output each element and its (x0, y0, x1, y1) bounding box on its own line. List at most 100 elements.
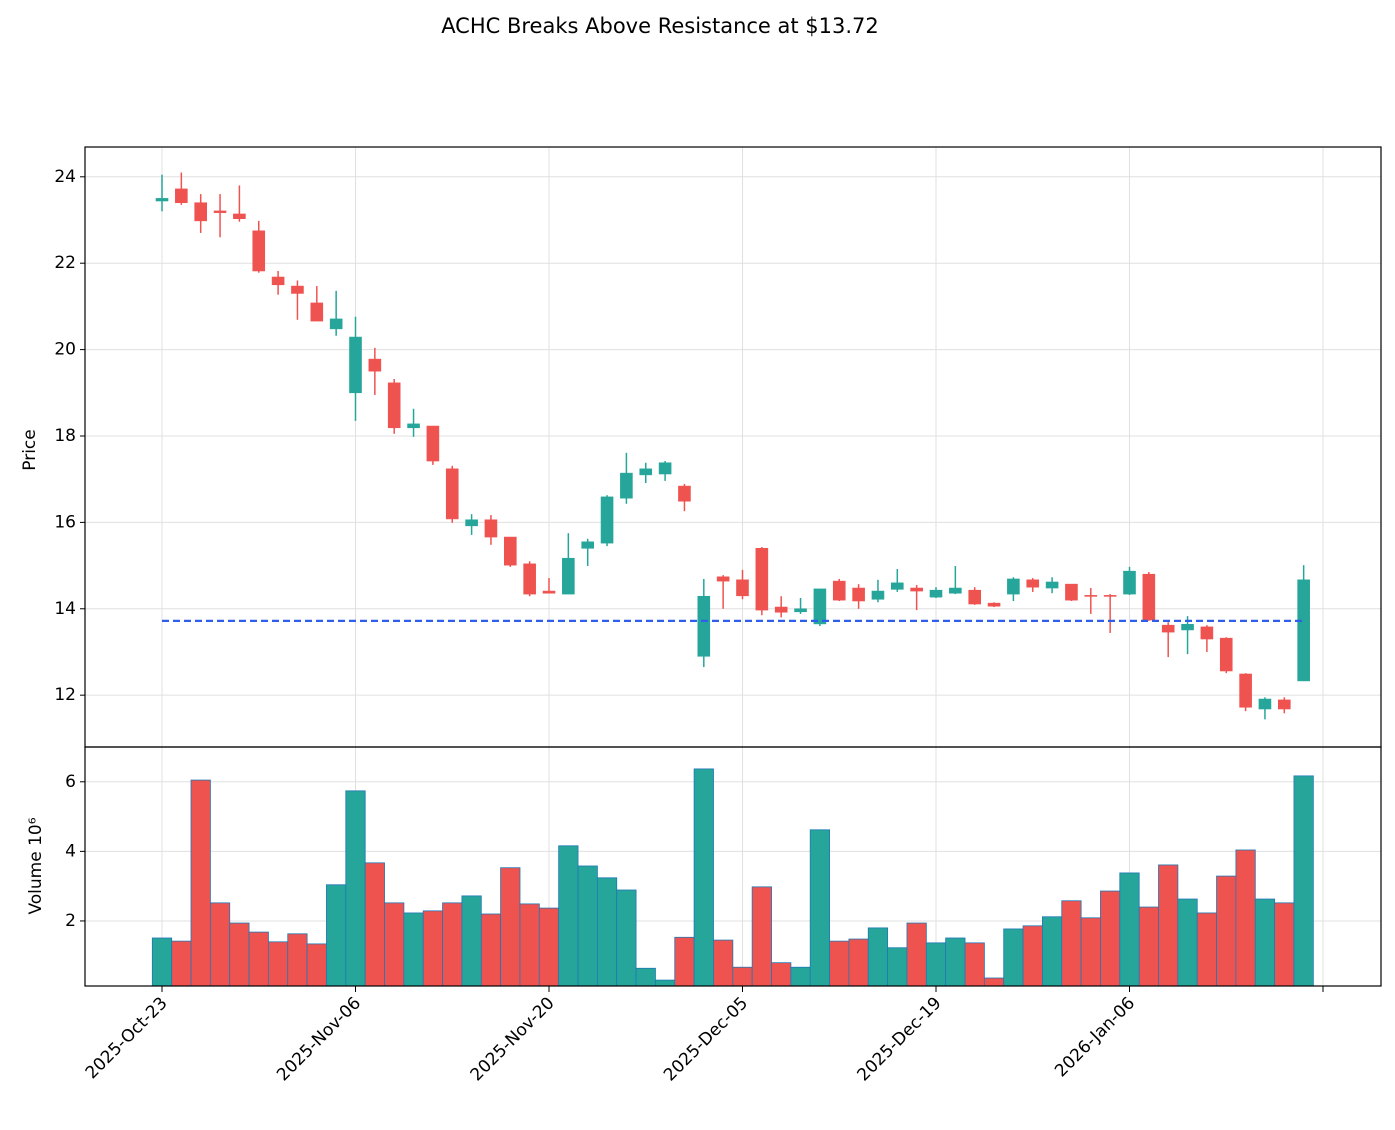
volume-bar (771, 962, 792, 987)
volume-bar (364, 862, 385, 987)
y-tick-label: 6 (65, 772, 76, 792)
volume-bar (906, 922, 927, 987)
candle-body (794, 608, 807, 613)
volume-bar (558, 845, 579, 987)
candle-body (155, 198, 169, 202)
volume-bar (925, 942, 947, 987)
candle-body (542, 590, 556, 594)
volume-bar (1293, 775, 1314, 987)
candle-body (852, 587, 865, 602)
y-tick-label: 2 (65, 911, 76, 931)
volume-bar (480, 913, 502, 987)
candle-body (310, 302, 324, 322)
candle-body (1123, 570, 1136, 595)
candle-body (503, 536, 517, 566)
volume-bar (964, 942, 985, 987)
candle-body (1181, 624, 1194, 631)
candle-body (639, 468, 653, 476)
candle-body (890, 582, 904, 590)
x-tick-label: 2025-Nov-06 (273, 993, 365, 1085)
candle-body (252, 230, 266, 272)
volume-bar (1022, 925, 1043, 987)
candle-body (445, 468, 459, 520)
volume-bar (345, 790, 366, 987)
candle-body (1065, 583, 1078, 601)
candle-body (832, 580, 846, 601)
volume-bar (693, 768, 714, 987)
volume-bar (442, 902, 463, 987)
volume-bar (1177, 898, 1198, 987)
candle-body (600, 496, 614, 544)
volume-frame (84, 746, 1382, 987)
candle-body (1239, 673, 1252, 708)
chart-title: ACHC Breaks Above Resistance at $13.72 (441, 14, 879, 38)
y-tick-label: 24 (54, 167, 76, 187)
candle-body (1200, 626, 1214, 640)
volume-bar (848, 938, 869, 987)
candle-body (1142, 573, 1156, 621)
volume-bar (1254, 898, 1276, 987)
volume-bar (209, 902, 231, 987)
candle-body (1045, 581, 1059, 589)
candle-body (213, 210, 227, 213)
volume-bar (616, 889, 637, 987)
volume-bar (751, 886, 772, 987)
y-tick-label: 14 (54, 599, 76, 619)
candle-body (1278, 699, 1291, 710)
volume-bar (190, 779, 211, 987)
x-tick-label: 2026-Jan-06 (1051, 993, 1139, 1081)
volume-bar (945, 937, 966, 987)
volume-bar (829, 940, 850, 987)
volume-bar (519, 903, 540, 987)
y-tick-label: 4 (65, 841, 76, 861)
candle-body (949, 587, 962, 594)
volume-bar (1158, 864, 1179, 987)
candle-body (175, 188, 188, 204)
volume-bar (1061, 900, 1082, 987)
candle-body (678, 485, 691, 502)
candle-body (774, 606, 788, 613)
volume-bar (326, 884, 347, 987)
candle-body (736, 579, 749, 597)
candle-body (426, 425, 440, 462)
candle-body (620, 472, 633, 499)
candle-body (407, 423, 420, 429)
candle-body (968, 589, 982, 605)
candle-body (291, 285, 304, 294)
volume-bar (655, 979, 676, 987)
volume-bar (422, 910, 444, 987)
candle-body (194, 202, 207, 222)
candle-body (1258, 698, 1272, 710)
volume-bar (1003, 928, 1024, 987)
candle-body (271, 276, 285, 286)
volume-bar (151, 937, 173, 987)
volume-bar (229, 922, 250, 987)
volume-bar (461, 895, 482, 987)
y-tick-label: 20 (54, 340, 76, 360)
volume-bar (674, 936, 695, 987)
volume-bar (1119, 872, 1140, 987)
volume-bar (790, 966, 811, 987)
volume-bar (887, 947, 908, 987)
candle-body (910, 587, 923, 592)
volume-bar (1235, 849, 1256, 987)
candle-body (1084, 595, 1098, 597)
candle-body (233, 213, 246, 220)
volume-bar (1080, 917, 1101, 987)
volume-bar (1100, 890, 1121, 987)
y-tick-label: 18 (54, 426, 76, 446)
volume-bar (248, 931, 269, 987)
volume-bar (983, 977, 1005, 987)
candle-body (484, 519, 498, 538)
candle-body (1219, 637, 1233, 672)
volume-bar (1042, 916, 1063, 987)
volume-bar (1216, 875, 1237, 987)
volume-bar (713, 939, 734, 987)
volume-bar (287, 933, 308, 987)
candle-body (387, 382, 401, 429)
candle-body (658, 462, 672, 475)
volume-bar (867, 927, 889, 987)
volume-bar (306, 943, 327, 987)
volume-bar (500, 867, 521, 987)
